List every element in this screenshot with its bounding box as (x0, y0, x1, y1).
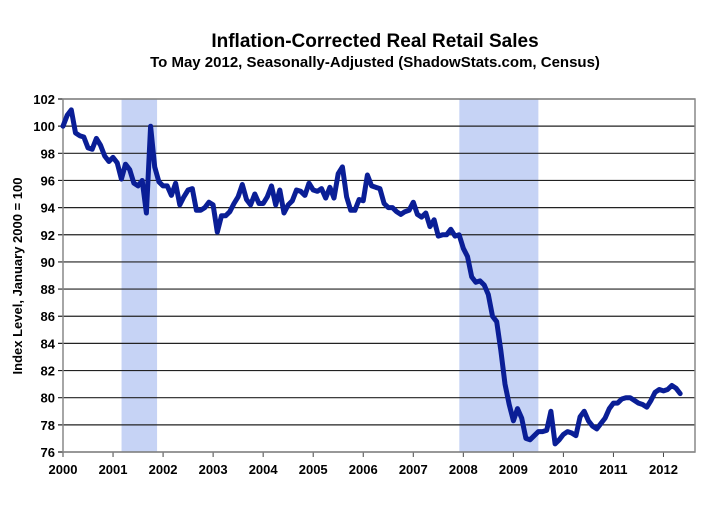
y-tick-label: 88 (41, 282, 55, 297)
x-tick-label: 2007 (399, 462, 428, 477)
y-tick-label: 76 (41, 445, 55, 460)
y-tick-label: 78 (41, 418, 55, 433)
y-tick-label: 90 (41, 255, 55, 270)
plot-border (62, 98, 696, 453)
chart-subtitle: To May 2012, Seasonally-Adjusted (Shadow… (150, 54, 600, 71)
x-tick-label: 2010 (549, 462, 578, 477)
x-tick-label: 2002 (149, 462, 178, 477)
x-tick-label: 2004 (249, 462, 279, 477)
y-tick-label: 100 (33, 119, 55, 134)
x-tick-label: 2011 (599, 462, 627, 477)
y-tick-label: 84 (41, 336, 56, 351)
x-tick-label: 2005 (299, 462, 328, 477)
x-tick-label: 2000 (49, 462, 78, 477)
x-tick-label: 2001 (99, 462, 128, 477)
x-tick-label: 2003 (199, 462, 228, 477)
y-tick-label: 86 (41, 309, 55, 324)
y-tick-label: 96 (41, 173, 55, 188)
series-line-real-retail-sales (60, 107, 683, 447)
chart-title: Inflation-Corrected Real Retail Sales (211, 31, 538, 52)
y-tick-label: 82 (41, 364, 55, 379)
y-tick-label: 102 (33, 92, 55, 107)
y-tick-label: 98 (41, 146, 55, 161)
x-tick-label: 2008 (449, 462, 478, 477)
y-tick-label: 92 (41, 228, 55, 243)
y-axis-label: Index Level, January 2000 = 100 (10, 178, 25, 375)
y-tick-label: 80 (41, 391, 55, 406)
y-tick-label: 94 (41, 201, 56, 216)
x-tick-label: 2006 (349, 462, 378, 477)
x-tick-label: 2012 (649, 462, 678, 477)
x-tick-label: 2009 (499, 462, 528, 477)
